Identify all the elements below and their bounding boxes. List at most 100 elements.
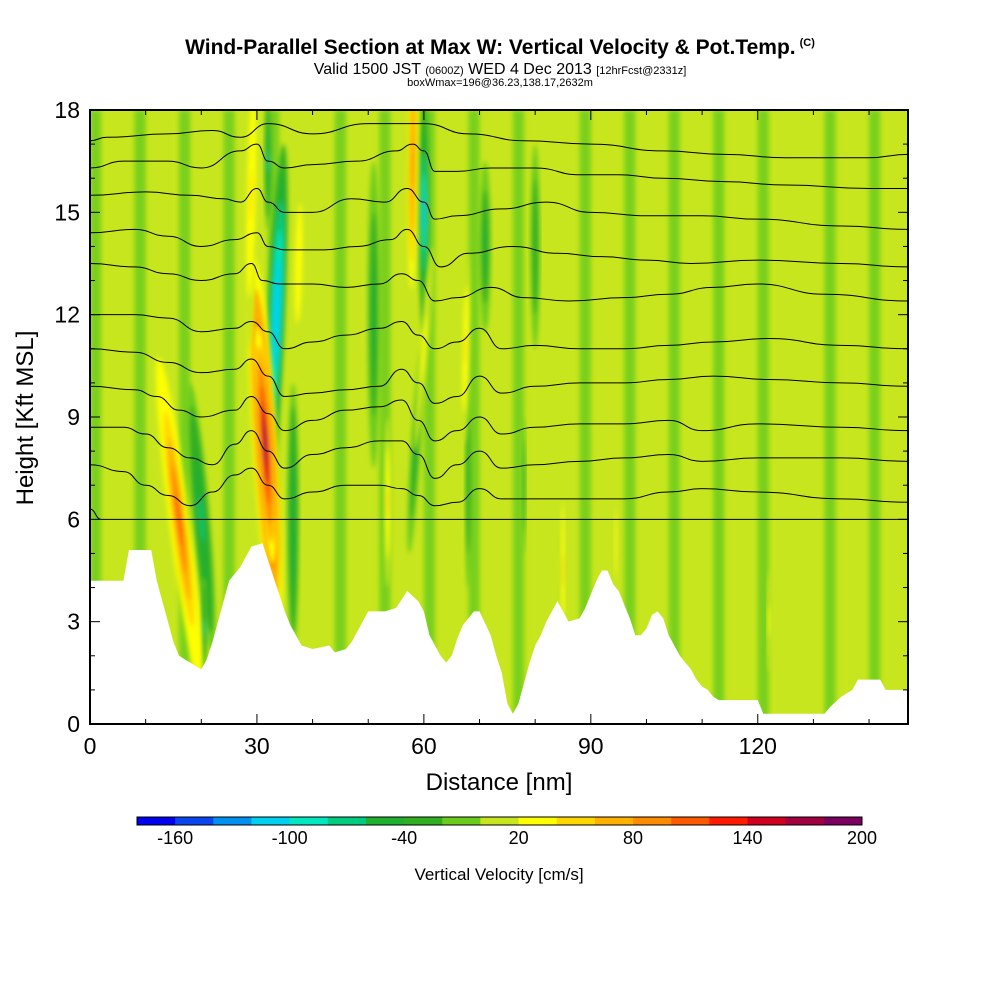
updraft-cell-layer bbox=[411, 135, 414, 187]
field-band bbox=[668, 110, 680, 724]
updraft-cell bbox=[254, 325, 277, 564]
colorbar-swatch bbox=[480, 817, 520, 825]
colorbar-swatch bbox=[137, 817, 176, 825]
updraft-cell-layer bbox=[297, 243, 300, 284]
colorbar-tick-label: -160 bbox=[157, 828, 193, 848]
y-tick-label: 3 bbox=[67, 609, 80, 635]
axes: 0 30 60 90 120 0 3 6 9 12 15 18 bbox=[54, 97, 908, 759]
y-axis-label: Height [Kft MSL] bbox=[12, 331, 39, 506]
colorbar-frame bbox=[136, 816, 863, 826]
downdraft-cell-layer bbox=[422, 192, 425, 233]
field-band bbox=[624, 110, 636, 724]
updraft-cell-layer bbox=[561, 553, 564, 588]
field-band bbox=[134, 110, 146, 724]
updraft-cell bbox=[384, 417, 392, 588]
theta-contour-line bbox=[90, 464, 908, 507]
field-band bbox=[869, 110, 881, 724]
downdraft-cell bbox=[418, 110, 430, 332]
updraft-cell-layer bbox=[250, 169, 253, 221]
theta-contour-line bbox=[90, 348, 908, 404]
colorbar-swatch bbox=[747, 817, 787, 825]
theta-contour-line bbox=[90, 143, 908, 189]
y-tick-label: 15 bbox=[54, 199, 80, 225]
downdraft-cell-layer bbox=[467, 468, 470, 503]
y-tick-label: 9 bbox=[67, 404, 80, 430]
field-band bbox=[223, 110, 235, 724]
colorbar-swatch bbox=[823, 817, 863, 825]
downdraft-cell bbox=[479, 161, 491, 332]
x-axis-label: Distance [nm] bbox=[426, 769, 573, 796]
x-tick-label: 30 bbox=[244, 733, 270, 759]
colorbar-swatch bbox=[594, 817, 634, 825]
colorbar-tick-label: -40 bbox=[391, 828, 417, 848]
field-band bbox=[179, 110, 191, 724]
theta-contour-line bbox=[90, 314, 908, 350]
updraft-cell bbox=[414, 246, 434, 451]
colorbar-label: Vertical Velocity [cm/s] bbox=[414, 865, 583, 884]
x-tick-label: 60 bbox=[411, 733, 437, 759]
x-tick-label: 90 bbox=[578, 733, 604, 759]
field-band bbox=[824, 110, 836, 724]
field-band bbox=[713, 110, 725, 724]
colorbar-swatch bbox=[365, 817, 405, 825]
colorbar-swatch bbox=[671, 817, 710, 825]
downdraft-cell-layer bbox=[534, 229, 537, 264]
field-band bbox=[379, 110, 391, 724]
updraft-cell-layer bbox=[386, 488, 389, 517]
colorbar-tick-label: 140 bbox=[733, 828, 763, 848]
downdraft-cell bbox=[530, 144, 541, 349]
theta-contour-line bbox=[90, 385, 908, 442]
y-tick-label: 18 bbox=[54, 97, 80, 123]
colorbar-tick-label: 80 bbox=[623, 828, 643, 848]
theta-contour-line bbox=[90, 123, 908, 159]
downdraft-cell-layer bbox=[484, 232, 487, 261]
updraft-cell-layer bbox=[263, 424, 268, 465]
downdraft-cell-layer bbox=[523, 473, 526, 497]
velocity-field bbox=[90, 110, 908, 724]
colorbar-tick-label: -100 bbox=[272, 828, 308, 848]
y-tick-label: 0 bbox=[67, 711, 80, 737]
colorbar-swatch bbox=[327, 817, 367, 825]
updraft-cell bbox=[291, 144, 306, 383]
updraft-cell-layer bbox=[464, 332, 467, 365]
updraft-cell bbox=[244, 110, 259, 349]
colorbar-swatch bbox=[251, 817, 291, 825]
updraft-cell bbox=[766, 570, 771, 673]
colorbar: -160 -100 -40 20 80 140 200 bbox=[136, 816, 877, 848]
colorbar-tick-label: 200 bbox=[847, 828, 877, 848]
colorbar-swatch bbox=[556, 817, 596, 825]
chart-box-info: boxWmax=196@36.23,138.17,2632m bbox=[407, 77, 593, 89]
updraft-cell-layer bbox=[767, 613, 770, 631]
theta-contour-line bbox=[90, 187, 908, 230]
downdraft-cell-layer bbox=[274, 286, 279, 344]
downdraft-cell-layer bbox=[372, 289, 375, 341]
terrain bbox=[90, 543, 908, 724]
colorbar-swatch bbox=[175, 817, 214, 825]
field-band bbox=[579, 110, 591, 724]
field-band bbox=[468, 110, 480, 724]
theta-contours bbox=[90, 123, 908, 520]
field-band bbox=[334, 110, 346, 724]
y-tick-label: 6 bbox=[67, 506, 80, 532]
theta-contour-line bbox=[90, 426, 908, 479]
y-tick-label: 12 bbox=[54, 302, 80, 328]
downdraft-cell-layer bbox=[203, 619, 206, 638]
chart-title: Wind-Parallel Section at Max W: Vertical… bbox=[185, 36, 815, 59]
theta-contour-line bbox=[90, 228, 908, 268]
updraft-cell-layer bbox=[614, 526, 617, 561]
field-band bbox=[512, 110, 525, 724]
copyright-mark: (C) bbox=[799, 37, 815, 49]
colorbar-swatch bbox=[709, 817, 749, 825]
colorbar-tick-label: 20 bbox=[509, 828, 529, 848]
theta-contour-line bbox=[90, 508, 908, 520]
chart-subtitle: Valid 1500 JST (0600Z) WED 4 Dec 2013 [1… bbox=[313, 61, 687, 78]
downdraft-cell bbox=[201, 577, 207, 680]
colorbar-swatch bbox=[213, 817, 252, 825]
field-band bbox=[757, 110, 769, 724]
x-tick-label: 0 bbox=[84, 733, 97, 759]
colorbar-swatch bbox=[442, 817, 481, 825]
colorbar-swatch bbox=[633, 817, 672, 825]
downdraft-cell bbox=[367, 161, 381, 469]
theta-contour-line bbox=[90, 262, 908, 302]
